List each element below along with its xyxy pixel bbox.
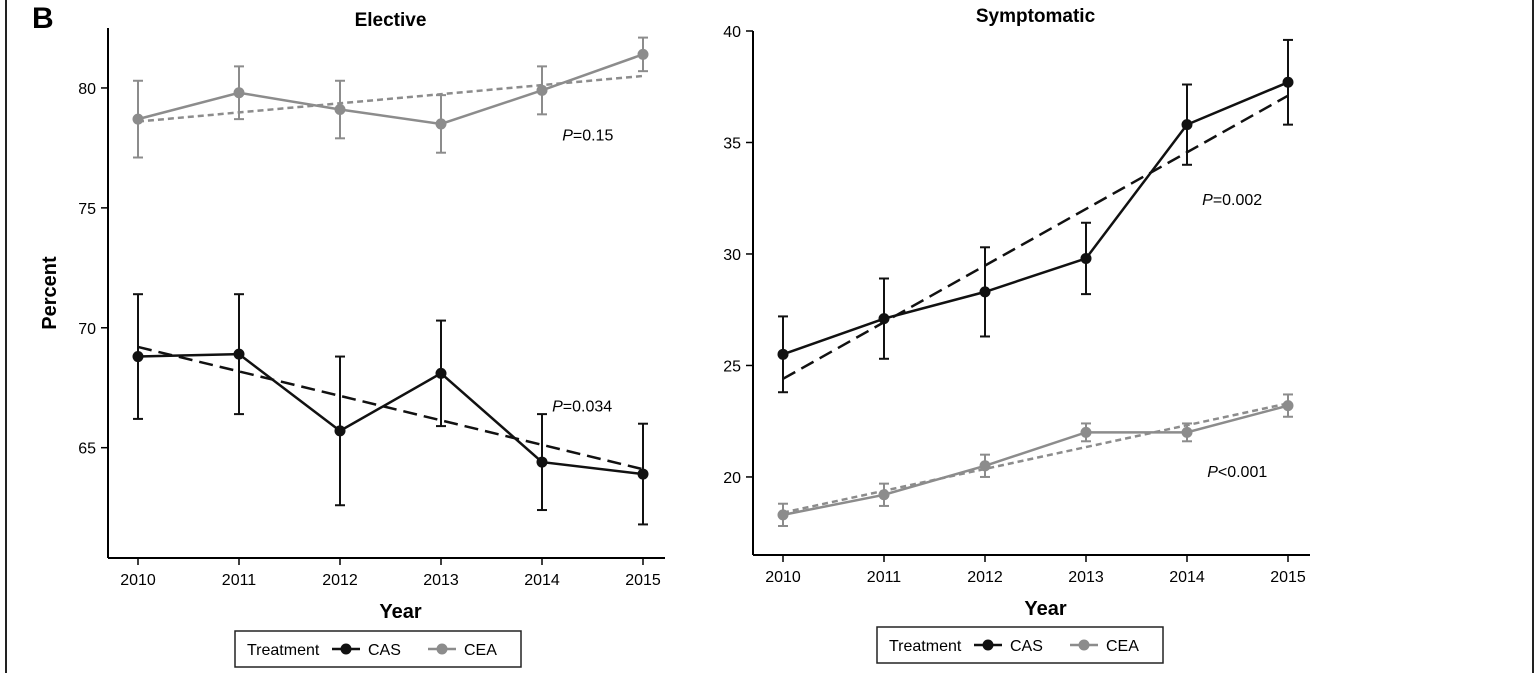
legend-item-cas: CAS (332, 642, 401, 659)
data-point (637, 48, 649, 60)
data-point (878, 313, 890, 325)
legend-box (876, 626, 1164, 664)
p-value-label: P=0.034 (552, 399, 612, 416)
trend-line (782, 402, 1289, 514)
data-point (1282, 76, 1294, 88)
y-tick-label: 80 (78, 81, 96, 98)
data-point (536, 456, 548, 468)
legend-marker (436, 643, 448, 655)
chart-0: Elective 65 70 75 80 2010 2011 2012 2013 2014 2015… (39, 10, 665, 668)
chart-1: Symptomatic 20 25 30 35 40 2010 2011 2012 2013 201… (723, 6, 1310, 664)
legend-item-cea: CEA (1070, 638, 1139, 655)
x-axis-label: Year (1024, 598, 1066, 620)
x-tick-label: 2010 (765, 569, 801, 586)
series-cea: P=0.15 (132, 36, 649, 159)
legend-label: CAS (1010, 638, 1043, 655)
y-tick-label: 20 (723, 470, 741, 487)
data-point (132, 351, 144, 363)
chart-title: Symptomatic (976, 6, 1096, 27)
legend-title: Treatment (889, 638, 962, 655)
legend-marker (1078, 639, 1090, 651)
y-tick-label: 70 (78, 321, 96, 338)
data-point (979, 286, 991, 298)
data-point (132, 113, 144, 125)
legend-marker (340, 643, 352, 655)
series-cas: P=0.002 (777, 38, 1294, 394)
data-point (233, 87, 245, 99)
p-value-label: P<0.001 (1207, 464, 1267, 481)
x-tick-label: 2015 (1270, 569, 1306, 586)
data-point (777, 509, 789, 521)
legend-item-cas: CAS (974, 638, 1043, 655)
p-value-label: P=0.15 (562, 128, 613, 145)
x-tick-label: 2014 (1169, 569, 1205, 586)
legend-box (234, 630, 522, 668)
data-point (1282, 400, 1294, 412)
legend-label: CAS (368, 642, 401, 659)
series-cas: P=0.034 (132, 293, 649, 526)
y-axis-label: Percent (39, 256, 61, 330)
chart-title: Elective (355, 10, 427, 31)
legend: Treatment CAS CEA (876, 626, 1164, 664)
series-line (782, 81, 1289, 356)
x-tick-label: 2015 (625, 572, 661, 589)
data-point (536, 84, 548, 96)
data-point (1080, 426, 1092, 438)
legend-label: CEA (1106, 638, 1139, 655)
y-tick-label: 30 (723, 247, 741, 264)
data-point (233, 348, 245, 360)
trend-line (782, 94, 1289, 380)
x-tick-label: 2014 (524, 572, 560, 589)
legend-item-cea: CEA (428, 642, 497, 659)
x-tick-label: 2013 (1068, 569, 1104, 586)
x-tick-label: 2012 (322, 572, 358, 589)
data-point (878, 489, 890, 501)
data-point (979, 460, 991, 472)
legend: Treatment CAS CEA (234, 630, 522, 668)
series-line (782, 404, 1289, 517)
legend-marker (982, 639, 994, 651)
data-point (1181, 426, 1193, 438)
data-point (777, 348, 789, 360)
x-axis-label: Year (379, 601, 421, 623)
legend-title: Treatment (247, 642, 320, 659)
series-cea: P<0.001 (777, 393, 1294, 528)
trend-line (137, 345, 644, 471)
data-point (435, 118, 447, 130)
x-tick-label: 2010 (120, 572, 156, 589)
panel-label: B (32, 2, 54, 35)
data-point (334, 104, 346, 116)
data-point (435, 367, 447, 379)
legend-label: CEA (464, 642, 497, 659)
x-tick-label: 2011 (222, 572, 257, 589)
x-tick-label: 2011 (867, 569, 902, 586)
x-tick-label: 2012 (967, 569, 1003, 586)
data-point (637, 468, 649, 480)
y-tick-label: 25 (723, 358, 741, 375)
y-tick-label: 65 (78, 441, 96, 458)
data-point (1181, 119, 1193, 131)
data-point (1080, 252, 1092, 264)
series-line (137, 53, 644, 126)
y-tick-label: 35 (723, 135, 741, 152)
x-tick-label: 2013 (423, 572, 459, 589)
p-value-label: P=0.002 (1202, 192, 1262, 209)
y-tick-label: 40 (723, 24, 741, 41)
data-point (334, 425, 346, 437)
y-tick-label: 75 (78, 201, 96, 218)
series-line (137, 352, 644, 476)
